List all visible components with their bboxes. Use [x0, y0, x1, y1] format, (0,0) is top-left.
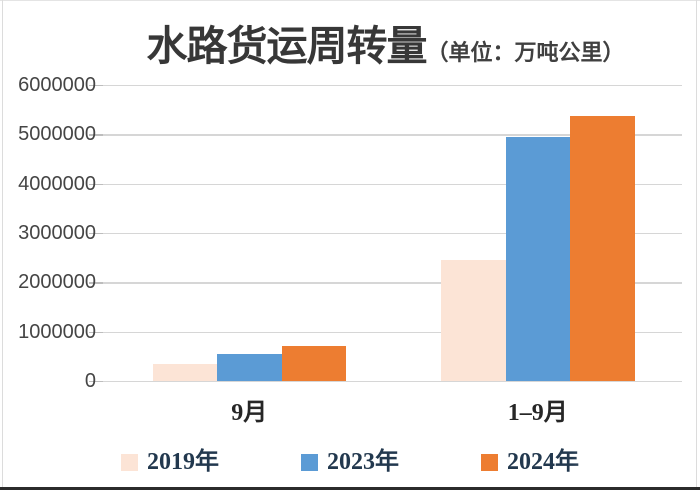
- gridline: [102, 134, 682, 136]
- y-axis-tick: [89, 331, 103, 334]
- legend-label: 2019年: [147, 449, 219, 475]
- y-axis-label: 5000000: [18, 123, 96, 146]
- chart-title: 水路货运周转量（单位：万吨公里）: [0, 12, 700, 72]
- legend-swatch-icon: [481, 453, 498, 471]
- frame-border-left: [2, 0, 3, 488]
- y-axis-label: 6000000: [18, 74, 96, 96]
- bar-2024年-1–9月: [570, 115, 635, 381]
- legend-swatch-icon: [301, 453, 318, 471]
- chart-title-text: 水路货运周转量: [146, 23, 427, 69]
- legend: 2019年 2023年 2024年: [0, 450, 700, 474]
- gridline: [102, 233, 682, 235]
- legend-item: 2019年: [121, 450, 219, 474]
- y-axis-tick: [89, 134, 103, 136]
- y-axis-label: 1000000: [18, 320, 96, 343]
- gridline: [102, 331, 682, 334]
- y-axis-tick: [89, 282, 103, 284]
- x-axis-label: 9月: [231, 400, 268, 426]
- frame-border-right: [696, 0, 697, 488]
- legend-item: 2023年: [301, 450, 399, 474]
- chart-title-unit: （单位：万吨公里）: [426, 40, 625, 65]
- legend-label: 2024年: [507, 449, 579, 475]
- y-axis-tick: [89, 183, 103, 186]
- y-axis-tick: [89, 381, 103, 383]
- y-axis-label: 4000000: [18, 172, 96, 195]
- x-axis-label: 1–9月: [507, 400, 568, 426]
- bar-2023年-1–9月: [505, 136, 570, 381]
- y-axis-tick: [89, 233, 103, 235]
- legend-item: 2024年: [481, 450, 579, 474]
- legend-label: 2023年: [327, 449, 399, 475]
- y-axis-label: 0: [84, 370, 96, 392]
- bar-2019年-9月: [152, 364, 217, 381]
- gridline: [102, 282, 682, 284]
- frame-border-top: [0, 0, 700, 1]
- legend-swatch-icon: [121, 453, 138, 471]
- bar-2023年-9月: [217, 353, 282, 381]
- y-axis-tick: [89, 85, 103, 87]
- bar-2024年-9月: [281, 346, 346, 381]
- y-axis-label: 2000000: [18, 271, 96, 294]
- bar-2019年-1–9月: [441, 260, 506, 381]
- frame-border-bottom: [0, 487, 700, 490]
- gridline: [102, 183, 682, 186]
- gridline: [102, 85, 682, 87]
- gridline: [102, 381, 682, 383]
- y-axis-label: 3000000: [18, 222, 96, 244]
